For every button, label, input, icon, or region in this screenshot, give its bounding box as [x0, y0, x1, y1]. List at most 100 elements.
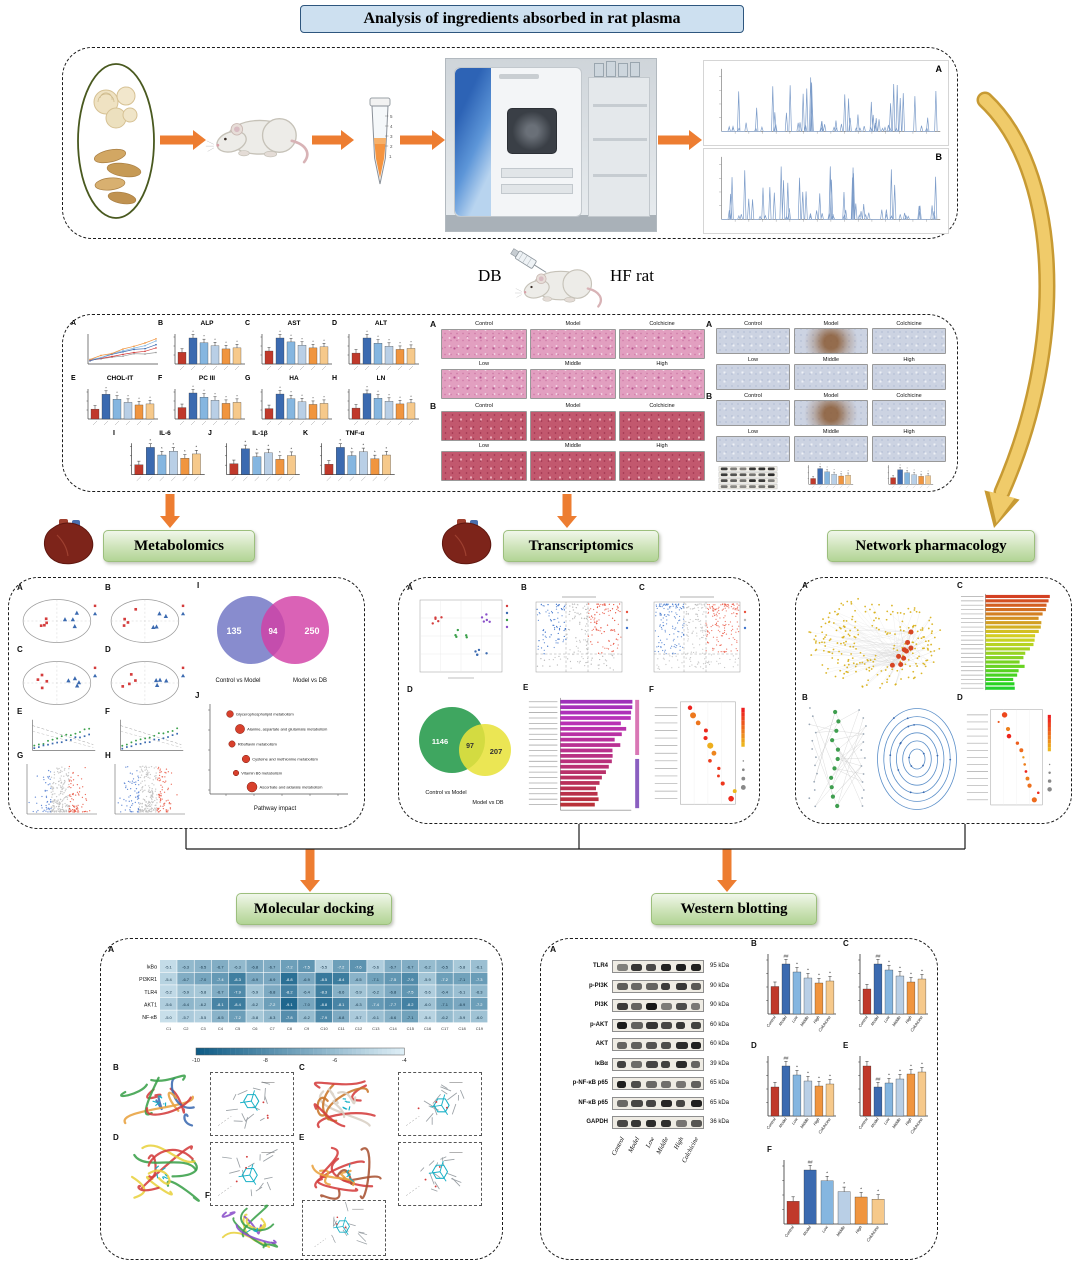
svg-text:*: * [841, 471, 842, 474]
svg-text:5: 5 [390, 114, 393, 119]
svg-text:-8.2: -8.2 [407, 1002, 415, 1007]
svg-text:C7: C7 [270, 1026, 276, 1031]
wb-band [660, 1080, 672, 1088]
svg-text:*: * [363, 443, 365, 448]
western-letter-a: A [550, 944, 557, 954]
svg-text:-7.0: -7.0 [303, 1002, 311, 1007]
wb-band [675, 1022, 686, 1030]
svg-text:*: * [914, 469, 915, 472]
docking-inset-b [210, 1072, 294, 1136]
svg-text:*: * [377, 389, 379, 394]
panel-letter: B [802, 693, 808, 702]
svg-text:Middle: Middle [835, 1224, 846, 1237]
svg-text:-6.5: -6.5 [217, 1015, 225, 1020]
svg-text:250: 250 [304, 626, 319, 636]
panel-letter: C [639, 583, 645, 592]
svg-text:94: 94 [269, 627, 278, 636]
svg-text:*: * [877, 1189, 879, 1194]
ihc-image [716, 328, 790, 354]
wb-band [646, 1002, 657, 1010]
svg-text:Middle: Middle [799, 1116, 810, 1129]
svg-text:-5.5: -5.5 [320, 964, 328, 969]
panel-letter: G [17, 751, 24, 760]
panel-title: IL-1β [252, 430, 268, 437]
svg-text:##: ## [783, 954, 789, 959]
histology-group-label: Middle [564, 443, 582, 449]
wb-protein-label: p-PI3K [588, 982, 608, 989]
svg-text:##: ## [875, 1077, 881, 1082]
wb-protein-label: NF-κB p65 [578, 1099, 608, 1106]
wb-chart-f: Control ## Model * Low * Middle * High * Colchicin… [767, 1145, 892, 1254]
svg-text:*: * [921, 471, 922, 474]
ihc-image [716, 364, 790, 390]
western-blotting-panel [540, 938, 938, 1260]
svg-text:High: High [854, 1224, 863, 1234]
wb-kda-label: 90 kDa [710, 982, 730, 989]
svg-text:-7.9: -7.9 [407, 977, 415, 982]
svg-text:*: * [410, 339, 412, 344]
svg-text:-5.7: -5.7 [355, 1015, 363, 1020]
svg-text:*: * [820, 463, 821, 466]
molecular-docking-panel [100, 938, 503, 1260]
biochem-panel-D: D ALT * * * * * [332, 320, 423, 374]
histology-group-label: Low [478, 443, 490, 449]
svg-text:-7.1: -7.1 [441, 1002, 449, 1007]
svg-text:97: 97 [466, 743, 474, 750]
svg-text:*: * [410, 394, 412, 399]
svg-text:-8.3: -8.3 [320, 990, 328, 995]
svg-text:-5.5: -5.5 [199, 1015, 207, 1020]
svg-text:Model: Model [777, 1015, 787, 1027]
wb-protein-label: TLR4 [593, 963, 608, 969]
biochem-panel-I: I IL-6 * * * * * [113, 430, 210, 484]
svg-text:##: ## [875, 954, 881, 959]
svg-text:C3: C3 [201, 1026, 207, 1031]
svg-text:1: 1 [389, 154, 392, 159]
wb-blot-strip [612, 1116, 704, 1129]
svg-text:-6.3: -6.3 [182, 964, 190, 969]
svg-text:-7.7: -7.7 [389, 1002, 397, 1007]
svg-text:Middle: Middle [891, 1014, 902, 1027]
wb-band [646, 1061, 658, 1069]
transcriptomics-header: Transcriptomics [503, 530, 659, 562]
svg-text:*: * [807, 1071, 809, 1076]
svg-text:-6.2: -6.2 [199, 1002, 207, 1007]
svg-text:135: 135 [226, 626, 241, 636]
svg-text:Low: Low [790, 1116, 799, 1126]
svg-text:-6.1: -6.1 [476, 964, 484, 969]
wb-band [690, 1100, 702, 1108]
svg-text:-6.4: -6.4 [303, 990, 311, 995]
ihc-group-label: Low [747, 357, 759, 363]
svg-text:-5.0: -5.0 [165, 1015, 173, 1020]
histology-image [530, 411, 616, 441]
svg-text:-10: -10 [192, 1058, 200, 1064]
docking-header-label: Molecular docking [253, 900, 375, 917]
panel-letter: C [299, 1063, 305, 1072]
panel-title: TNF-α [345, 430, 365, 437]
svg-text:-7.1: -7.1 [458, 977, 466, 982]
histology-group-label: Control [475, 403, 493, 409]
ihc-bar-chart-1: * * * * * [794, 462, 864, 490]
wb-band [646, 1119, 657, 1127]
wb-band [631, 963, 642, 971]
svg-text:Glycerophospholipid metabolism: Glycerophospholipid metabolism [236, 711, 294, 716]
svg-text:*: * [256, 447, 258, 452]
ihc-image [716, 400, 790, 426]
svg-text:Control: Control [765, 1117, 777, 1131]
pathway-impact-xlabel: Pathway impact [253, 806, 297, 812]
svg-text:-8.1: -8.1 [217, 1002, 225, 1007]
wb-band [660, 963, 671, 971]
histology-image [530, 329, 616, 359]
ihc-image [872, 328, 946, 354]
wb-blot-strip [612, 1057, 704, 1071]
svg-text:*: * [796, 1065, 798, 1070]
wb-band [616, 1022, 628, 1030]
wb-band [616, 1119, 628, 1127]
ihc-group-label: Model [823, 393, 839, 399]
ihc-group-label: High [903, 357, 915, 363]
svg-text:-7.2: -7.2 [338, 964, 346, 969]
svg-text:-6.7: -6.7 [217, 964, 225, 969]
panel-letter: G [245, 375, 251, 382]
biochem-panel-C: C AST * * * * * [245, 320, 336, 374]
panel-letter: A [17, 583, 23, 592]
panel-letter: I [113, 430, 115, 437]
